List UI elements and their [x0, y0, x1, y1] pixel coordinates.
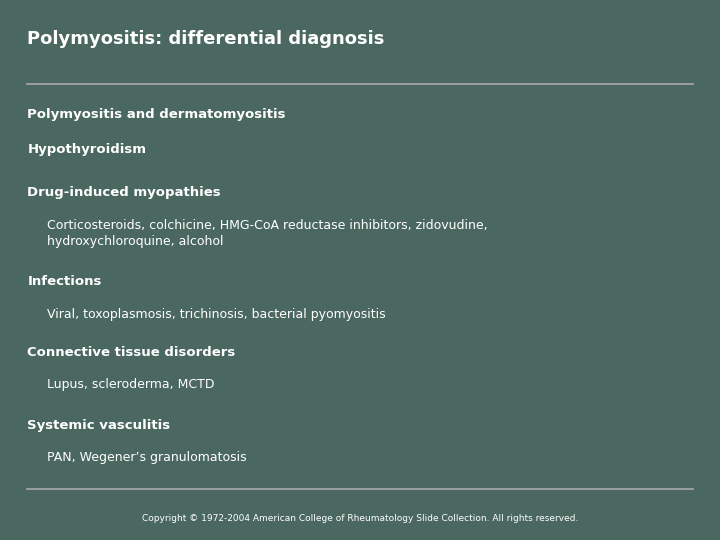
Text: Copyright © 1972-2004 American College of Rheumatology Slide Collection. All rig: Copyright © 1972-2004 American College o… [142, 514, 578, 523]
Text: PAN, Wegener’s granulomatosis: PAN, Wegener’s granulomatosis [47, 451, 246, 464]
Text: Polymyositis and dermatomyositis: Polymyositis and dermatomyositis [27, 108, 286, 121]
Text: Drug-induced myopathies: Drug-induced myopathies [27, 186, 221, 199]
Text: Hypothyroidism: Hypothyroidism [27, 143, 146, 156]
Text: Infections: Infections [27, 275, 102, 288]
Text: Viral, toxoplasmosis, trichinosis, bacterial pyomyositis: Viral, toxoplasmosis, trichinosis, bacte… [47, 308, 385, 321]
Text: Polymyositis: differential diagnosis: Polymyositis: differential diagnosis [27, 30, 384, 48]
Text: Lupus, scleroderma, MCTD: Lupus, scleroderma, MCTD [47, 378, 215, 391]
Text: Systemic vasculitis: Systemic vasculitis [27, 418, 171, 431]
Text: Corticosteroids, colchicine, HMG-CoA reductase inhibitors, zidovudine,
hydroxych: Corticosteroids, colchicine, HMG-CoA red… [47, 219, 487, 248]
Text: Connective tissue disorders: Connective tissue disorders [27, 346, 235, 359]
